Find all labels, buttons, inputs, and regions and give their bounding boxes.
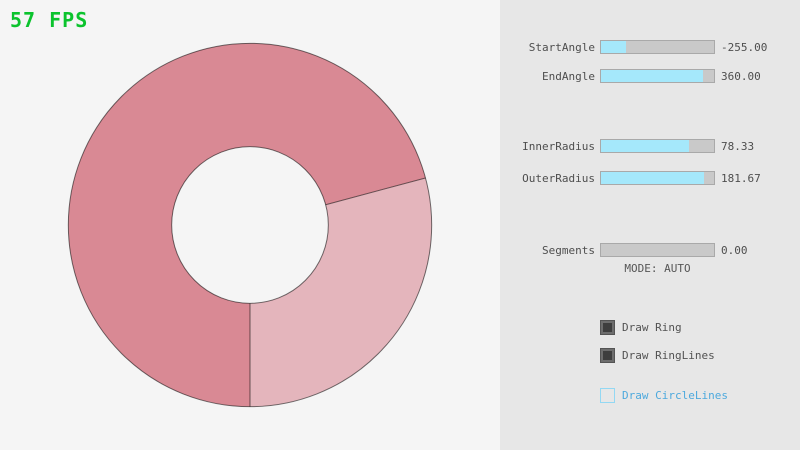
- slider-row-innerradius: InnerRadius 78.33: [500, 139, 800, 153]
- slider-row-endangle: EndAngle 360.00: [500, 69, 800, 83]
- fps-counter: 57 FPS: [10, 8, 89, 32]
- mode-label: MODE: AUTO: [624, 262, 691, 275]
- checkbox-label-draw-ringlines: Draw RingLines: [622, 349, 715, 362]
- slider-value-endangle: 360.00: [721, 70, 761, 83]
- slider-value-segments: 0.00: [721, 244, 748, 257]
- slider-fill-startangle: [601, 41, 626, 53]
- slider-value-startangle: -255.00: [721, 41, 768, 54]
- slider-innerradius[interactable]: [600, 139, 715, 153]
- slider-label-startangle: StartAngle: [528, 41, 595, 54]
- slider-value-innerradius: 78.33: [721, 140, 755, 153]
- checkbox-draw-ringlines[interactable]: [600, 348, 615, 363]
- slider-segments[interactable]: [600, 243, 715, 257]
- checkbox-label-draw-circlelines: Draw CircleLines: [622, 389, 728, 402]
- slider-label-innerradius: InnerRadius: [522, 140, 595, 153]
- slider-row-segments: Segments 0.00: [500, 243, 800, 257]
- checkbox-draw-ring[interactable]: [600, 320, 615, 335]
- checkbox-draw-circlelines[interactable]: [600, 388, 615, 403]
- slider-fill-outerradius: [601, 172, 704, 184]
- slider-label-segments: Segments: [542, 244, 595, 257]
- slider-value-outerradius: 181.67: [721, 172, 761, 185]
- slider-label-outerradius: OuterRadius: [522, 172, 595, 185]
- checkbox-check-icon: [603, 351, 612, 360]
- checkbox-label-draw-ring: Draw Ring: [622, 321, 682, 334]
- slider-row-outerradius: OuterRadius 181.67: [500, 171, 800, 185]
- slider-outerradius[interactable]: [600, 171, 715, 185]
- slider-fill-innerradius: [601, 140, 690, 152]
- controls-panel: StartAngle -255.00 EndAngle 360.00 Inner…: [500, 0, 800, 450]
- slider-startangle[interactable]: [600, 40, 715, 54]
- ring-chart: [67, 42, 433, 408]
- slider-row-startangle: StartAngle -255.00: [500, 40, 800, 54]
- checkbox-check-icon: [603, 323, 612, 332]
- slider-label-endangle: EndAngle: [542, 70, 595, 83]
- slider-endangle[interactable]: [600, 69, 715, 83]
- slider-fill-endangle: [601, 70, 703, 82]
- canvas-area: 57 FPS: [10, 8, 433, 408]
